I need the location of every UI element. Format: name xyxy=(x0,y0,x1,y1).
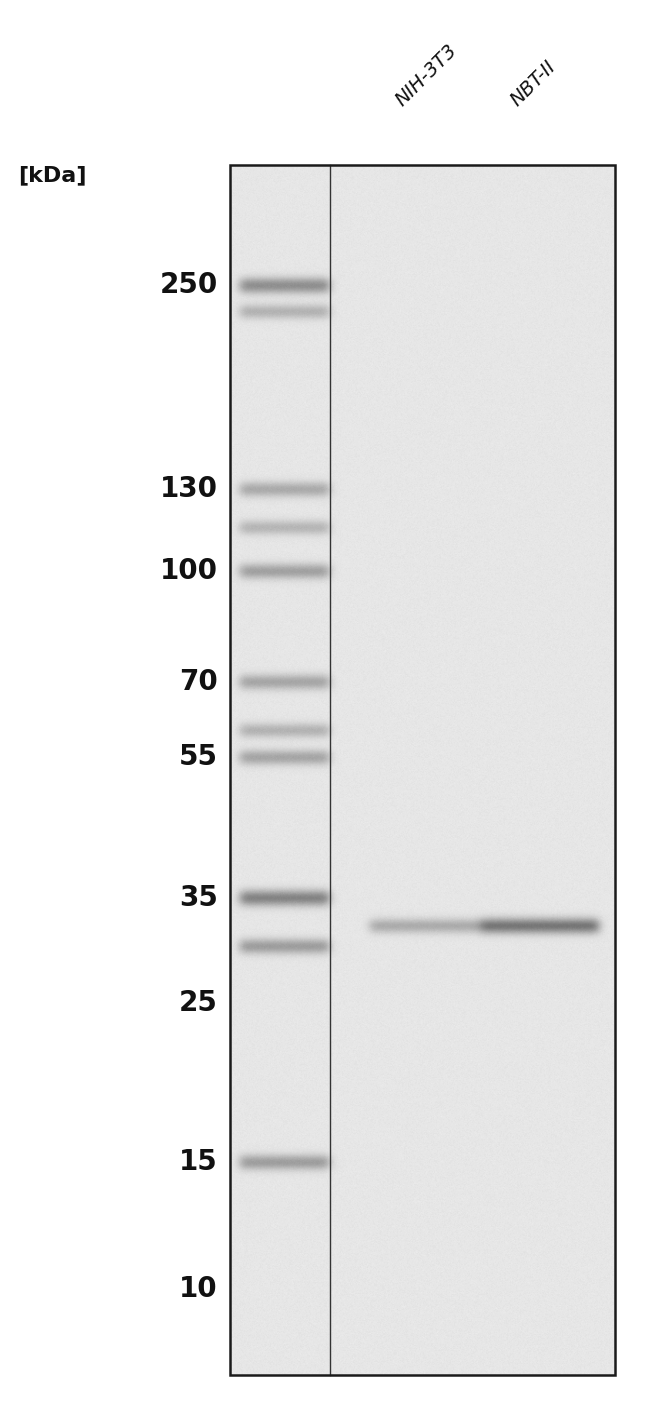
Text: [kDa]: [kDa] xyxy=(18,165,86,185)
Text: NIH-3T3: NIH-3T3 xyxy=(391,41,461,110)
Text: 55: 55 xyxy=(179,744,218,772)
Text: 35: 35 xyxy=(179,885,218,913)
Text: 70: 70 xyxy=(179,668,218,696)
Bar xyxy=(230,165,615,1375)
Bar xyxy=(230,165,615,1375)
Text: 100: 100 xyxy=(160,557,218,585)
Text: 25: 25 xyxy=(179,989,218,1017)
Text: 10: 10 xyxy=(179,1275,218,1303)
Text: 130: 130 xyxy=(160,475,218,503)
Text: NBT-II: NBT-II xyxy=(506,58,560,110)
Text: 250: 250 xyxy=(160,272,218,300)
Text: 15: 15 xyxy=(179,1148,218,1177)
